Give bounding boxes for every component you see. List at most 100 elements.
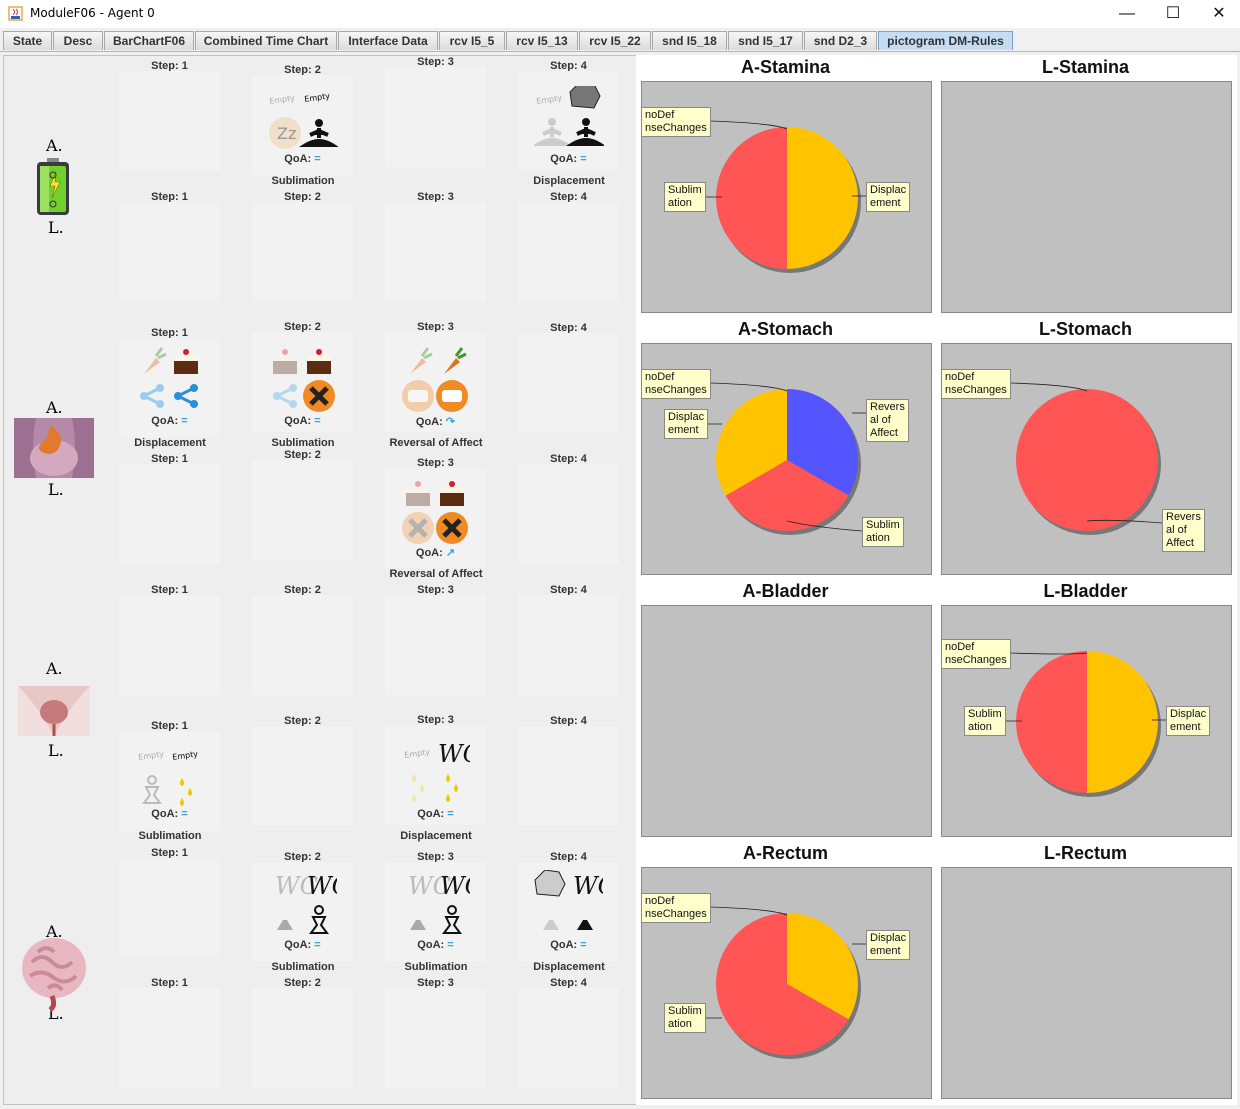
qoa-label: QoA: = [385,939,486,951]
maximize-button[interactable]: ☐ [1165,5,1181,22]
pie-callout-label: noDef nseChanges [941,639,1011,669]
qoa-text: QoA: [151,415,179,427]
minimize-button[interactable]: — [1119,5,1135,22]
stomach-icon [14,418,94,478]
step-label: Step: 1 [151,847,188,859]
step-box [252,726,353,826]
qoa-value: ↗ [445,547,456,559]
pie-svg [698,382,866,535]
step-box [385,988,486,1088]
step-label: Step: 3 [417,457,454,469]
step-label: Step: 2 [284,584,321,596]
step-box [385,202,486,302]
qoa-text: QoA: [284,153,312,165]
stone-meditate-picto: Empty [534,86,604,146]
qoa-value: = [314,939,321,951]
qoa-text: QoA: [284,415,312,427]
qoa-text: QoA: [550,153,578,165]
pie-callout-label: noDef nseChanges [941,369,1011,399]
qoa-label: QoA: = [252,939,353,951]
step-label: Step: 2 [284,851,321,863]
pie-slice [1087,651,1158,793]
step-box [385,595,486,695]
pie-callout-label: Displac ement [866,182,911,212]
tab-combined-time-chart[interactable]: Combined Time Chart [195,31,337,50]
step-label: Step: 4 [550,453,587,465]
chart-title-l-rectum: L-Rectum [1043,843,1127,863]
qoa-value: = [447,939,454,951]
svg-text:WC: WC [275,872,318,900]
chart-title-a-rectum: A-Rectum [742,843,828,863]
pie-callout-label: Displac ement [1166,706,1211,736]
leader-line [709,382,788,392]
mechanism-label: Sublimation [271,175,335,187]
tab-desc[interactable]: Desc [53,31,103,50]
tab-snd-d2-3[interactable]: snd D2_3 [804,31,877,50]
wc-poo-picto: WCWC [275,872,337,934]
svg-text:Empty: Empty [404,747,431,760]
tab-pictogram-dm-rules[interactable]: pictogram DM-Rules [878,31,1013,50]
qoa-text: QoA: [550,939,578,951]
tab-barchart[interactable]: BarChartF06 [104,31,194,50]
leader-line [709,120,788,130]
tab-rcv-i5-13[interactable]: rcv I5_13 [506,31,578,50]
pie-slice [787,913,858,1020]
pie-svg [1009,382,1163,535]
qoa-text: QoA: [284,939,312,951]
svg-text:Empty: Empty [536,93,563,106]
step-label: Step: 3 [417,584,454,596]
qoa-text: QoA: [417,808,445,820]
rock-wc-poo-picto: WC [534,870,603,930]
step-box [252,202,353,302]
tab-interface-data[interactable]: Interface Data [338,31,438,50]
cake-cross-picto [273,349,335,412]
pie-chart-l-bladder: noDef nseChanges Displac ement Sublim atio… [941,605,1232,837]
svg-text:Empty: Empty [269,93,296,106]
wc-drops-picto: Empty WC [404,740,470,802]
step-label: Step: 1 [151,60,188,72]
step-box [252,988,353,1088]
pie-callout-label: Displac ement [664,409,709,439]
qoa-text: QoA: [417,939,445,951]
pie-svg [698,906,866,1059]
svg-text:WC: WC [438,740,470,768]
svg-text:WC: WC [440,872,470,900]
step-box [252,75,353,175]
pie-slice [1016,651,1087,793]
svg-text:WC: WC [408,872,451,900]
tab-state[interactable]: State [3,31,52,50]
battery-icon [37,158,69,215]
tab-rcv-i5-5[interactable]: rcv I5_5 [439,31,505,50]
cake-cross-picto [402,481,468,544]
step-box [518,862,619,962]
step-box [252,862,353,962]
leader-line [1009,652,1088,655]
qoa-label: QoA: = [518,153,619,165]
chart-title-l-bladder: L-Bladder [1043,581,1128,601]
step-label: Step: 2 [284,449,321,461]
pie-callout-label: Revers al of Affect [866,399,909,442]
row-letter-a: A. [46,136,63,155]
pie-chart-a-stomach: noDef nseChanges Revers al of Affect Displ… [641,343,932,575]
row-letter-l: L. [48,218,64,237]
close-button[interactable]: ✕ [1212,5,1226,22]
chart-title-l-stomach: L-Stomach [1038,319,1132,339]
tab-snd-i5-17[interactable]: snd I5_17 [728,31,803,50]
mechanism-label: Sublimation [404,961,468,973]
charts-panel: A-Stamina noDef nseChanges Displac ement S… [636,55,1237,1105]
step-label: Step: 4 [550,584,587,596]
carrot-teeth-picto [402,347,468,412]
qoa-label: QoA: = [252,415,353,427]
pie-chart-a-rectum: noDef nseChanges Displac ement Sublim atio… [641,867,932,1099]
step-box [119,338,220,438]
qoa-text: QoA: [151,808,179,820]
pie-svg [998,651,1166,797]
svg-text:Empty: Empty [304,91,331,104]
svg-text:Empty: Empty [172,749,199,762]
leader-line [709,906,788,916]
window-title: ModuleF06 - Agent 0 [30,6,155,20]
qoa-label: QoA: = [252,153,353,165]
mechanism-label: Displacement [134,437,206,449]
tab-snd-i5-18[interactable]: snd I5_18 [652,31,727,50]
tab-rcv-i5-22[interactable]: rcv I5_22 [579,31,651,50]
